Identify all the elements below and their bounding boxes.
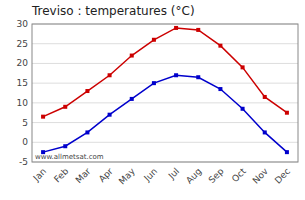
marker [152, 38, 156, 42]
marker [218, 87, 222, 91]
title: Treviso : temperatures (°C) [31, 4, 195, 18]
grid-line [32, 83, 298, 84]
marker [285, 150, 289, 154]
x-tick-label: Oct [230, 166, 248, 184]
marker [196, 75, 200, 79]
marker [85, 130, 89, 134]
x-tick-label: Mar [74, 166, 93, 185]
x-tick-label: Jan [31, 166, 49, 184]
x-tick-label: Jul [166, 166, 181, 181]
marker [108, 113, 112, 117]
marker [218, 44, 222, 48]
x-tick-label: Jun [141, 166, 159, 184]
marker [41, 115, 45, 119]
grid-line [32, 122, 298, 123]
y-tick-label: 30 [17, 19, 29, 29]
marker [285, 111, 289, 115]
marker [174, 26, 178, 30]
plot-area [41, 26, 289, 154]
marker [241, 107, 245, 111]
annotation: www.allmetsat.com [35, 153, 104, 161]
marker [152, 81, 156, 85]
line [43, 75, 287, 152]
x-tick-label: Feb [52, 166, 71, 185]
x-tick-label: May [117, 166, 138, 187]
marker [63, 105, 67, 109]
grid-line [32, 63, 298, 64]
x-tick-label: Dec [273, 166, 292, 185]
x-tick-label: Sep [207, 166, 226, 185]
x-tick-label: Nov [250, 166, 270, 186]
marker [263, 130, 267, 134]
marker [196, 28, 200, 32]
marker [263, 95, 267, 99]
y-tick-label: 25 [17, 39, 28, 49]
marker [85, 89, 89, 93]
y-tick-label: 0 [22, 137, 28, 147]
y-tick-label: 10 [17, 98, 29, 108]
marker [63, 144, 67, 148]
plot-frame [32, 24, 298, 162]
marker [174, 73, 178, 77]
chart: Treviso : temperatures (°C) -5 0 5 10 15 20 25 3… [0, 0, 305, 200]
y-tick-label: -5 [19, 157, 28, 167]
marker [108, 73, 112, 77]
x-tick-label: Apr [97, 166, 115, 184]
y-tick-label: 15 [17, 78, 28, 88]
x-tick-label: Aug [184, 166, 204, 186]
grid-line [32, 43, 298, 44]
marker [130, 54, 134, 58]
marker [130, 97, 134, 101]
y-tick-label: 20 [17, 58, 29, 68]
line [43, 28, 287, 117]
marker [241, 65, 245, 69]
y-tick-label: 5 [22, 118, 28, 128]
